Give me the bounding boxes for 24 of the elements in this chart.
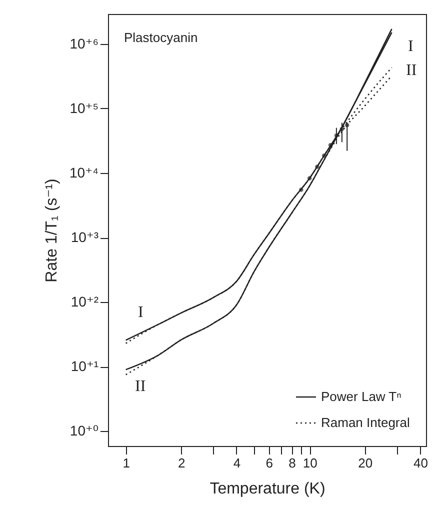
x-tick-label: 20 xyxy=(358,456,373,470)
annotation: Plastocyanin xyxy=(124,30,198,45)
annotation: I xyxy=(408,38,414,55)
x-axis-title: Temperature (K) xyxy=(210,480,326,498)
y-axis-title: Rate 1/T₁ (s⁻¹) xyxy=(44,178,61,282)
annotation: I xyxy=(138,304,144,321)
y-tick-label: 10⁺² xyxy=(70,294,99,310)
x-tick-label: 40 xyxy=(413,456,428,470)
y-tick-label: 10⁺⁰ xyxy=(70,422,99,439)
y-tick-label: 10⁺³ xyxy=(70,229,99,246)
legend-label: Power Law Tⁿ xyxy=(321,389,402,404)
y-tick-label: 10⁺⁵ xyxy=(70,100,98,116)
y-tick-label: 10⁺⁴ xyxy=(70,164,98,180)
y-tick-label: 10⁺¹ xyxy=(70,358,99,374)
annotation: II xyxy=(135,378,146,395)
x-tick-label: 2 xyxy=(178,456,186,470)
x-tick-label: 10 xyxy=(302,456,318,470)
x-tick-label: 8 xyxy=(288,456,296,470)
x-tick-label: 4 xyxy=(233,456,241,470)
x-tick-label: 6 xyxy=(266,456,273,470)
legend-label: Raman Integral xyxy=(321,415,410,430)
x-tick-label: 1 xyxy=(122,456,130,470)
annotation: II xyxy=(406,62,417,79)
y-tick-label: 10⁺⁶ xyxy=(70,35,98,52)
